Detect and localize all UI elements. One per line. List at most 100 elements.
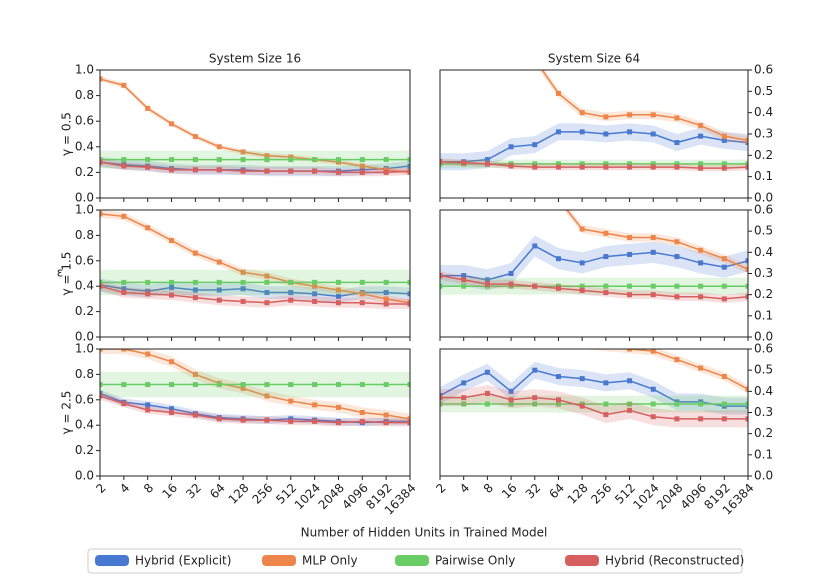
x-tick-label: 8: [481, 481, 496, 496]
marker: [240, 286, 246, 292]
y-tick-label: 0.2: [754, 426, 773, 440]
marker: [698, 401, 704, 407]
marker: [603, 254, 609, 260]
marker: [745, 416, 748, 422]
marker: [579, 164, 585, 170]
y-tick-label: 0.1: [754, 169, 773, 183]
y-tick-label: 0.4: [754, 245, 773, 259]
marker: [721, 133, 727, 139]
y-tick-label: 0.2: [75, 165, 94, 179]
marker: [145, 351, 151, 357]
marker: [627, 112, 633, 118]
marker: [508, 144, 514, 150]
marker: [603, 283, 609, 289]
marker: [650, 401, 656, 407]
marker: [745, 386, 748, 392]
x-tick-label: 128: [226, 481, 252, 507]
marker: [579, 287, 585, 293]
marker: [698, 283, 704, 289]
marker: [627, 235, 633, 241]
x-tick-label: 4096: [678, 481, 709, 512]
y-tick-label: 0.5: [754, 84, 773, 98]
marker: [383, 167, 389, 173]
legend-swatch: [262, 555, 296, 566]
marker: [145, 105, 151, 111]
marker: [383, 296, 389, 302]
x-tick-label: 256: [249, 481, 275, 507]
marker: [745, 161, 748, 167]
confidence-band: [582, 349, 748, 394]
confidence-band: [440, 158, 748, 172]
axes-frame: [439, 69, 749, 199]
y-tick-label: 0.2: [75, 443, 94, 457]
marker: [721, 416, 727, 422]
marker: [484, 369, 490, 375]
marker: [240, 298, 246, 304]
y-tick-label: 1.0: [75, 342, 94, 356]
marker: [264, 273, 270, 279]
marker: [359, 163, 365, 169]
marker: [674, 239, 680, 245]
series-line: [440, 392, 748, 420]
x-tick-label: 4096: [339, 481, 370, 512]
panel-y-label: γ = 1.5: [60, 252, 74, 296]
marker: [192, 287, 198, 293]
marker: [627, 164, 633, 170]
marker: [674, 140, 680, 146]
marker: [461, 273, 467, 279]
marker: [312, 291, 318, 297]
x-tick-label: 64: [207, 481, 228, 502]
marker: [145, 407, 151, 413]
marker: [579, 260, 585, 266]
marker: [192, 295, 198, 301]
marker: [508, 388, 514, 394]
marker: [192, 250, 198, 256]
y-tick-label: 0.5: [754, 224, 773, 238]
y-tick-label: 0.1: [754, 308, 773, 322]
marker: [264, 393, 270, 399]
panel-y-label: γ = 0.5: [60, 112, 74, 156]
marker: [579, 226, 585, 232]
marker: [288, 154, 294, 160]
marker: [674, 164, 680, 170]
marker: [721, 161, 727, 167]
marker: [650, 386, 656, 392]
marker: [335, 404, 341, 410]
marker: [745, 266, 748, 272]
y-tick-label: 1.0: [75, 203, 94, 217]
marker: [674, 294, 680, 300]
y-tick-label: 1.0: [75, 63, 94, 77]
marker: [288, 398, 294, 404]
marker: [335, 169, 341, 175]
marker: [555, 164, 561, 170]
marker: [698, 260, 704, 266]
marker: [264, 300, 270, 306]
y-tick-label: 0.3: [754, 405, 773, 419]
series-line: [100, 161, 410, 174]
marker: [532, 283, 538, 289]
x-tick-label: 128: [565, 481, 591, 507]
marker: [312, 418, 318, 424]
marker: [121, 163, 127, 169]
marker: [383, 382, 389, 388]
y-tick-label: 0.6: [75, 253, 94, 267]
marker: [216, 167, 222, 173]
marker: [335, 420, 341, 426]
marker: [698, 133, 704, 139]
marker: [192, 167, 198, 173]
marker: [440, 159, 443, 165]
marker: [383, 420, 389, 426]
x-tick-label: 8: [141, 481, 156, 496]
marker: [650, 112, 656, 118]
x-tick-label: 2: [93, 481, 108, 496]
x-tick-label: 4: [457, 481, 472, 496]
marker: [169, 237, 175, 243]
confidence-band: [100, 349, 410, 424]
x-tick-label: 2048: [654, 481, 685, 512]
marker: [407, 382, 410, 388]
y-tick-label: 0.0: [75, 469, 94, 483]
marker: [650, 414, 656, 420]
marker: [407, 279, 410, 285]
marker: [484, 161, 490, 167]
marker: [216, 157, 222, 163]
